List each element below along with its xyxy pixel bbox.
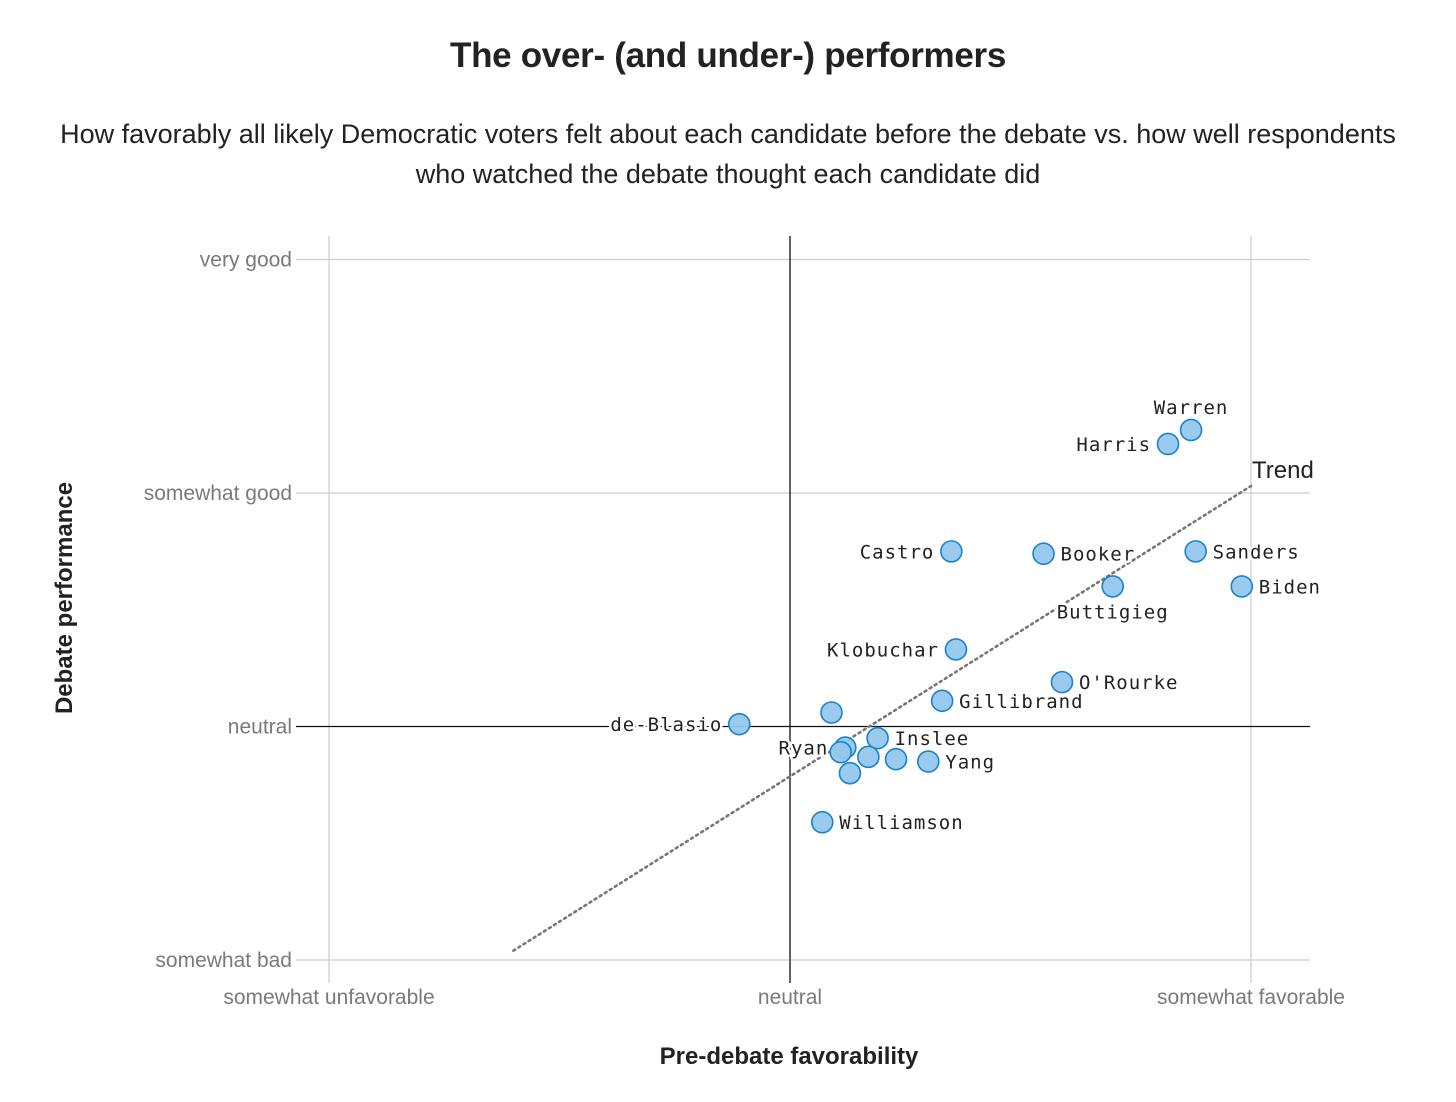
data-point	[820, 701, 843, 724]
point-label: Gillibrand	[959, 691, 1083, 713]
zero-lines	[296, 236, 1310, 983]
y-axis-title: Debate performance	[51, 482, 78, 714]
data-point	[829, 740, 853, 764]
point-label: Harris	[1076, 434, 1151, 456]
point-label-halo: Sanders	[1213, 541, 1300, 563]
point-label-halo: Klobuchar	[827, 639, 939, 661]
data-point	[866, 726, 889, 750]
trend-label: Trend	[1252, 457, 1314, 484]
point-label: Castro	[860, 541, 935, 563]
data-point	[944, 638, 968, 661]
y-tick-labels: somewhat bad neutral somewhat good very goo…	[144, 249, 292, 973]
x-tick-labels: somewhat unfavorable neutral somewhat favo…	[223, 986, 1345, 1009]
point-label: Williamson	[839, 812, 963, 834]
data-point	[1184, 540, 1207, 563]
point-label-halo: Castro	[860, 541, 935, 563]
y-tick-label: somewhat bad	[155, 949, 292, 972]
data-point	[1230, 575, 1254, 598]
point-label: Inslee	[895, 728, 970, 750]
data-point	[1156, 432, 1180, 456]
point-label: O'Rourke	[1079, 672, 1179, 694]
x-tick-label: somewhat favorable	[1157, 986, 1345, 1009]
chart-subtitle: How favorably all likely Democratic vote…	[60, 119, 1396, 189]
point-labels: WarrenWarrenHarrisHarrisSandersSandersBi…	[608, 394, 1323, 836]
point-label-halo: Inslee	[895, 728, 970, 750]
data-point	[884, 747, 908, 771]
trend-group: Trend	[512, 457, 1314, 952]
point-label-halo: Booker	[1061, 544, 1136, 566]
data-points	[727, 418, 1254, 834]
point-label: Biden	[1259, 576, 1321, 598]
data-point	[810, 810, 834, 834]
point-label-halo: Gillibrand	[959, 691, 1083, 713]
point-label-halo: Warren	[1154, 397, 1229, 419]
point-label-halo: de-Blasio	[610, 714, 722, 736]
chart-title: The over- (and under-) performers	[449, 36, 1006, 75]
point-label-halo: Harris	[1076, 434, 1151, 456]
data-point	[857, 745, 880, 769]
trend-line	[512, 484, 1253, 952]
point-label: Sanders	[1213, 541, 1300, 563]
point-label-halo: Williamson	[839, 812, 963, 834]
data-point	[916, 750, 940, 773]
x-tick-label: neutral	[758, 986, 822, 1009]
data-point	[1101, 575, 1124, 598]
y-tick-label: somewhat good	[144, 482, 292, 505]
point-label-halo: O'Rourke	[1079, 672, 1179, 694]
point-label: Booker	[1061, 544, 1136, 566]
data-point	[1032, 542, 1055, 566]
y-tick-label: neutral	[228, 716, 292, 739]
data-point	[1179, 418, 1203, 442]
data-point	[1050, 670, 1074, 694]
point-label: Klobuchar	[827, 639, 939, 661]
point-label: de-Blasio	[610, 714, 722, 736]
point-label-halo: Buttigieg	[1057, 601, 1169, 623]
point-label-halo: Biden	[1259, 576, 1321, 598]
point-label: Buttigieg	[1057, 601, 1169, 623]
point-label: Yang	[945, 752, 995, 774]
point-label-halo: Yang	[945, 752, 995, 774]
x-axis-title: Pre-debate favorability	[660, 1043, 919, 1070]
data-point	[838, 761, 862, 785]
x-tick-label: somewhat unfavorable	[223, 986, 434, 1009]
point-label: Warren	[1154, 397, 1229, 419]
point-label-halo: Ryan	[779, 738, 829, 760]
y-tick-label: very good	[200, 249, 292, 272]
data-point	[930, 689, 954, 713]
data-point	[940, 540, 963, 563]
data-point	[727, 712, 751, 736]
grid-lines	[296, 236, 1310, 983]
point-label: Ryan	[779, 738, 829, 760]
